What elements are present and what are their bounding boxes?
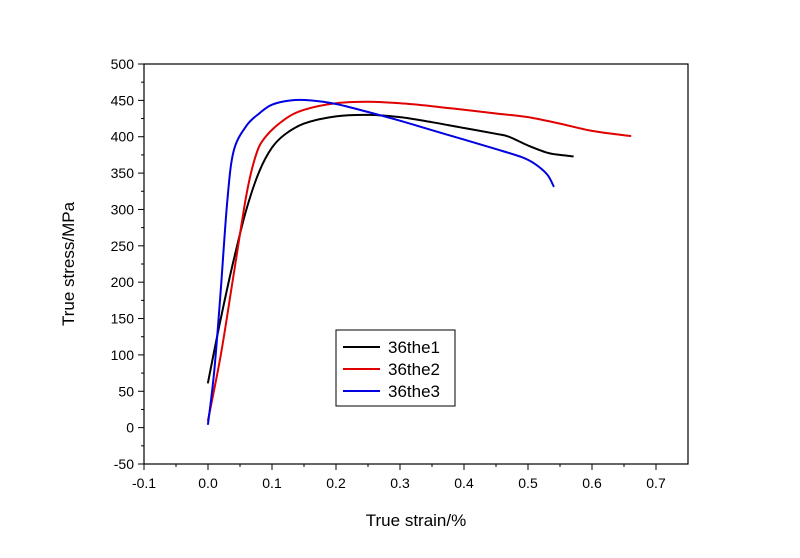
x-tick-label: 0.3: [390, 475, 410, 491]
series-line-36the1: [207, 113, 574, 384]
x-tick-label: 0.5: [518, 475, 538, 491]
x-tick-label: 0.1: [262, 475, 282, 491]
y-tick-label: 200: [111, 274, 135, 290]
x-tick-label: 0.6: [582, 475, 602, 491]
x-tick-label: -0.1: [132, 475, 156, 491]
legend-label-36the1: 36the1: [388, 338, 440, 357]
y-tick-label: 400: [111, 129, 135, 145]
y-tick-label: 500: [111, 56, 135, 72]
x-tick-label: 0.0: [198, 475, 218, 491]
x-tick-label: 0.2: [326, 475, 346, 491]
legend-label-36the2: 36the2: [388, 360, 440, 379]
y-tick-label: 450: [111, 92, 135, 108]
series-line-36the2: [207, 100, 632, 422]
series-lines: [207, 98, 632, 425]
y-tick-label: 350: [111, 165, 135, 181]
x-axis-title: True strain/%: [366, 511, 466, 530]
axis-ticks: -0.1 0.0 0.1 0.2 0.3 0.4 0.5 0.6 0.7 -50 0 50 100 150…: [111, 56, 666, 491]
y-tick-label: 150: [111, 311, 135, 327]
legend: 36the1 36the2 36the3: [335, 329, 456, 407]
y-tick-label: 0: [126, 420, 134, 436]
series-line-36the3: [207, 98, 555, 425]
legend-label-36the3: 36the3: [388, 382, 440, 401]
y-tick-label: 50: [118, 383, 134, 399]
x-tick-label: 0.4: [454, 475, 474, 491]
y-tick-label: 300: [111, 201, 135, 217]
y-tick-label: 100: [111, 347, 135, 363]
y-tick-label: -50: [114, 456, 134, 472]
y-axis-title: True stress/MPa: [59, 201, 78, 326]
y-tick-label: 250: [111, 238, 135, 254]
x-tick-label: 0.7: [646, 475, 666, 491]
